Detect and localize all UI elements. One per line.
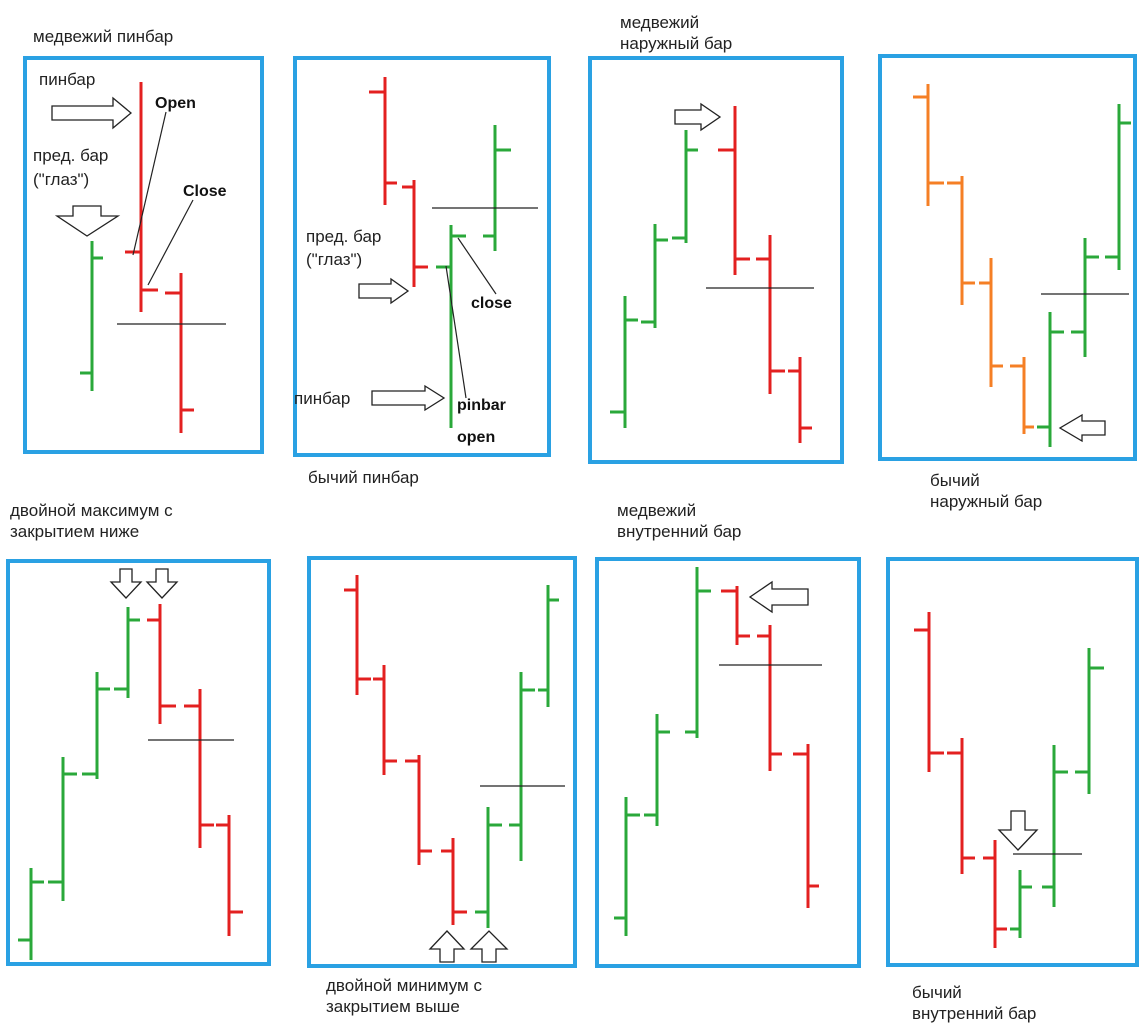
ohlc-bar	[757, 625, 782, 771]
panel8-bars	[914, 612, 1104, 948]
pointer-line	[445, 265, 467, 399]
label-eye: ("глаз")	[33, 170, 89, 189]
caption-bullish-outside-bar: бычий наружный бар	[930, 471, 1043, 511]
ohlc-bar	[641, 224, 668, 328]
ohlc-bar	[344, 575, 371, 695]
ohlc-bar	[216, 815, 243, 936]
panel7-bars	[614, 567, 819, 936]
ohlc-bar	[475, 807, 502, 928]
ohlc-bar	[644, 714, 670, 826]
ohlc-bar	[756, 235, 785, 394]
arrow-right-icon	[358, 277, 410, 305]
panel2-bars	[369, 77, 511, 428]
arrow-left-icon	[1058, 413, 1106, 443]
ohlc-bar	[538, 585, 559, 707]
ohlc-bar	[1010, 870, 1032, 938]
panel-double-bottom	[307, 556, 577, 968]
label-eye: ("глаз")	[306, 250, 362, 269]
ohlc-bar	[788, 357, 812, 443]
arrow-down-icon	[997, 810, 1039, 851]
ohlc-bar	[184, 689, 214, 848]
panel1-bars	[80, 82, 194, 433]
ohlc-bar	[405, 755, 432, 865]
label-prev-bar: пред. бар	[306, 227, 381, 246]
pointer-line	[457, 237, 497, 295]
panel-bearish-inside-bar	[595, 557, 861, 968]
label-open: Open	[155, 95, 196, 112]
ohlc-bar	[436, 225, 466, 428]
label-open: open	[457, 429, 495, 446]
label-pinbar: пинбар	[39, 70, 95, 89]
arrow-down-icon	[54, 205, 121, 237]
ohlc-bar	[672, 130, 698, 243]
panel4-bars	[913, 84, 1131, 447]
arrow-down-icon	[145, 568, 179, 599]
ohlc-bar	[947, 176, 975, 305]
ohlc-bar	[18, 868, 44, 960]
ohlc-bar	[610, 296, 638, 428]
caption-bullish-pinbar: бычий пинбар	[308, 468, 419, 487]
label-close: close	[471, 295, 512, 312]
panel-bearish-pinbar	[23, 56, 264, 454]
ohlc-bar	[125, 82, 158, 312]
panel6-bars	[344, 575, 559, 928]
caption-double-top: двойной максимум с закрытием ниже	[10, 501, 173, 541]
label-prev-bar: пред. бар	[33, 146, 108, 165]
ohlc-bar	[718, 106, 750, 275]
ohlc-bar	[373, 665, 397, 775]
label-pinbar: пинбар	[294, 389, 350, 408]
pointer-line	[132, 111, 167, 256]
ohlc-bar	[147, 604, 176, 724]
caption-bearish-pinbar: медвежий пинбар	[33, 27, 174, 46]
ohlc-bar	[1105, 104, 1131, 270]
ohlc-bar	[441, 838, 467, 925]
caption-bearish-outside-bar: медвежий наружный бар	[620, 13, 733, 53]
arrow-up-icon	[469, 930, 509, 963]
ohlc-bar	[914, 612, 944, 772]
ohlc-bar	[983, 840, 1007, 948]
ohlc-bar	[913, 84, 944, 206]
caption-double-bottom: двойной минимум с закрытием выше	[326, 976, 482, 1016]
ohlc-bar	[165, 273, 194, 433]
ohlc-bar	[483, 125, 511, 251]
arrow-right-icon	[51, 96, 133, 130]
panel3-bars	[610, 106, 812, 443]
ohlc-bar	[80, 241, 103, 391]
ohlc-bar	[1071, 238, 1099, 357]
panel5-bars	[18, 604, 243, 960]
ohlc-bar	[48, 757, 77, 901]
arrow-right-icon	[371, 384, 446, 412]
ohlc-bar	[82, 672, 110, 779]
ohlc-bar	[114, 607, 140, 698]
ohlc-bar	[1075, 648, 1104, 794]
arrow-left-icon	[748, 580, 809, 614]
ohlc-bar	[1010, 357, 1034, 434]
ohlc-bar	[369, 77, 397, 205]
ohlc-bar	[793, 744, 819, 908]
ohlc-bar	[979, 258, 1003, 387]
pointer-line	[147, 199, 194, 286]
ohlc-bar	[614, 797, 640, 936]
label-pinbar-en: pinbar	[457, 397, 506, 414]
ohlc-bar	[402, 180, 428, 287]
caption-bullish-inside-bar: бычий внутренний бар	[912, 983, 1037, 1023]
ohlc-bar	[721, 586, 750, 645]
ohlc-bar	[509, 672, 535, 861]
ohlc-bar	[1042, 745, 1068, 907]
panel-double-top	[6, 559, 271, 966]
caption-bearish-inside-bar: медвежий внутренний бар	[617, 501, 742, 541]
ohlc-bar	[685, 567, 711, 738]
ohlc-bar	[1037, 312, 1064, 447]
label-close: Close	[183, 183, 227, 200]
arrow-up-icon	[428, 930, 466, 963]
panel-bullish-pinbar	[293, 56, 551, 457]
arrow-right-icon	[674, 102, 722, 132]
arrow-down-icon	[109, 568, 143, 599]
ohlc-bar	[947, 738, 975, 874]
